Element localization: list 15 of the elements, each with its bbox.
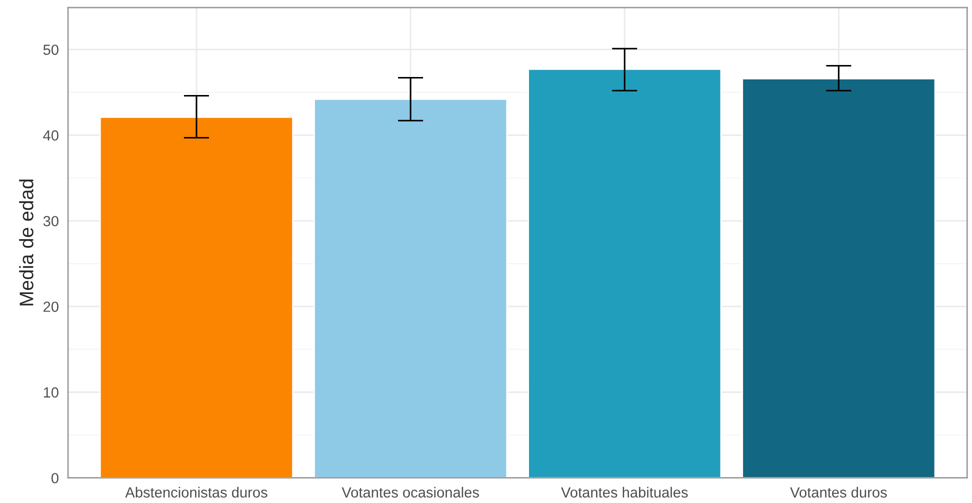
y-tick-label: 20 bbox=[44, 302, 58, 312]
x-tick-label: Votantes habituales bbox=[561, 486, 688, 498]
bar bbox=[742, 78, 936, 478]
bar bbox=[314, 98, 508, 478]
y-axis-title: Media de edad bbox=[19, 180, 34, 306]
y-tick-label: 0 bbox=[51, 472, 58, 484]
x-tick-label: Votantes ocasionales bbox=[342, 486, 479, 498]
x-tick-label: Abstencionistas duros bbox=[125, 486, 268, 498]
y-tick-label: 50 bbox=[43, 44, 58, 55]
x-tick-label: Votantes duros bbox=[790, 486, 887, 498]
y-tick-label: 40 bbox=[43, 130, 58, 141]
y-tick-label: 30 bbox=[43, 216, 58, 226]
bar bbox=[528, 68, 722, 478]
bar bbox=[99, 116, 294, 478]
y-tick-label: 10 bbox=[44, 387, 58, 398]
